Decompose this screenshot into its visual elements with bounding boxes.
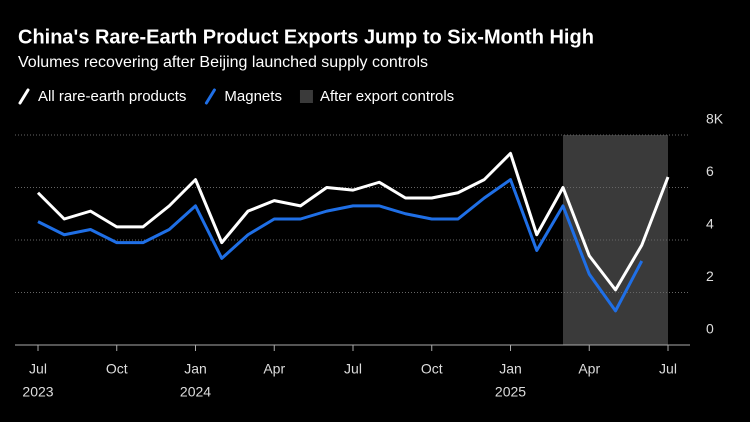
- series-line: [36, 151, 670, 292]
- chart-title: China's Rare-Earth Product Exports Jump …: [18, 26, 594, 48]
- series-line: [37, 178, 644, 313]
- legend-label: All rare-earth products: [38, 88, 186, 105]
- legend-swatch: [299, 90, 313, 103]
- x-tick-label: Jan: [184, 361, 207, 377]
- y-tick-label: 6: [706, 163, 714, 179]
- legend-swatch: [204, 88, 216, 105]
- y-tick-label: 4: [706, 216, 714, 232]
- x-year-label: 2025: [495, 384, 526, 400]
- x-tick-label: Apr: [263, 361, 285, 377]
- x-tick-label: Jul: [29, 361, 47, 377]
- x-tick-label: Jul: [659, 361, 677, 377]
- y-tick-label: 2: [706, 268, 714, 284]
- x-tick-label: Apr: [578, 361, 600, 377]
- legend-label: After export controls: [320, 88, 454, 105]
- y-tick-label: 8K: [706, 111, 724, 127]
- x-year-label: 2024: [180, 384, 211, 400]
- x-tick-label: Jan: [499, 361, 522, 377]
- x-tick-label: Jul: [344, 361, 362, 377]
- y-tick-label: 0: [706, 321, 714, 337]
- legend-label: Magnets: [224, 88, 282, 105]
- chart-subtitle: Volumes recovering after Beijing launche…: [18, 54, 428, 71]
- legend-swatch: [18, 88, 30, 105]
- x-year-label: 2023: [22, 384, 53, 400]
- x-tick-label: Oct: [106, 361, 128, 377]
- x-tick-label: Oct: [421, 361, 443, 377]
